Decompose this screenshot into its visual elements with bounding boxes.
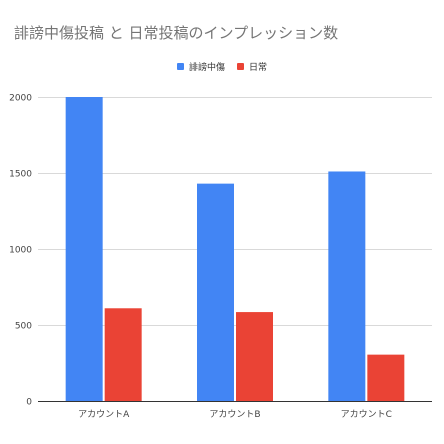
y-tick-label: 2000: [9, 94, 32, 104]
legend-item-series-1[interactable]: 誹謗中傷: [176, 60, 225, 73]
y-tick-label: 500: [15, 322, 32, 332]
legend-label-series-1: 誹謗中傷: [188, 63, 225, 73]
legend-swatch-series-2: [237, 63, 244, 70]
legend-label-series-2: 日常: [249, 63, 268, 73]
y-tick-label: 0: [26, 398, 32, 408]
bar-slander-1[interactable]: [65, 97, 103, 401]
legend: 誹謗中傷 日常: [0, 60, 444, 73]
bar-daily-3[interactable]: [367, 354, 405, 401]
bar-slander-2[interactable]: [197, 183, 234, 401]
y-tick-label: 1000: [9, 246, 32, 256]
x-tick-label: アカウントA: [78, 409, 130, 420]
chart-title: 誹謗中傷投稿 と 日常投稿のインプレッション数: [14, 24, 339, 42]
x-tick-label: アカウントB: [209, 409, 260, 420]
x-tick-label: アカウントC: [341, 409, 392, 420]
bar-daily-2[interactable]: [236, 312, 273, 401]
legend-swatch-series-1: [176, 63, 184, 70]
y-tick-label: 1500: [9, 170, 32, 180]
legend-item-series-2[interactable]: 日常: [237, 60, 267, 73]
bar-slander-3[interactable]: [328, 171, 366, 401]
bar-daily-1[interactable]: [104, 308, 142, 401]
